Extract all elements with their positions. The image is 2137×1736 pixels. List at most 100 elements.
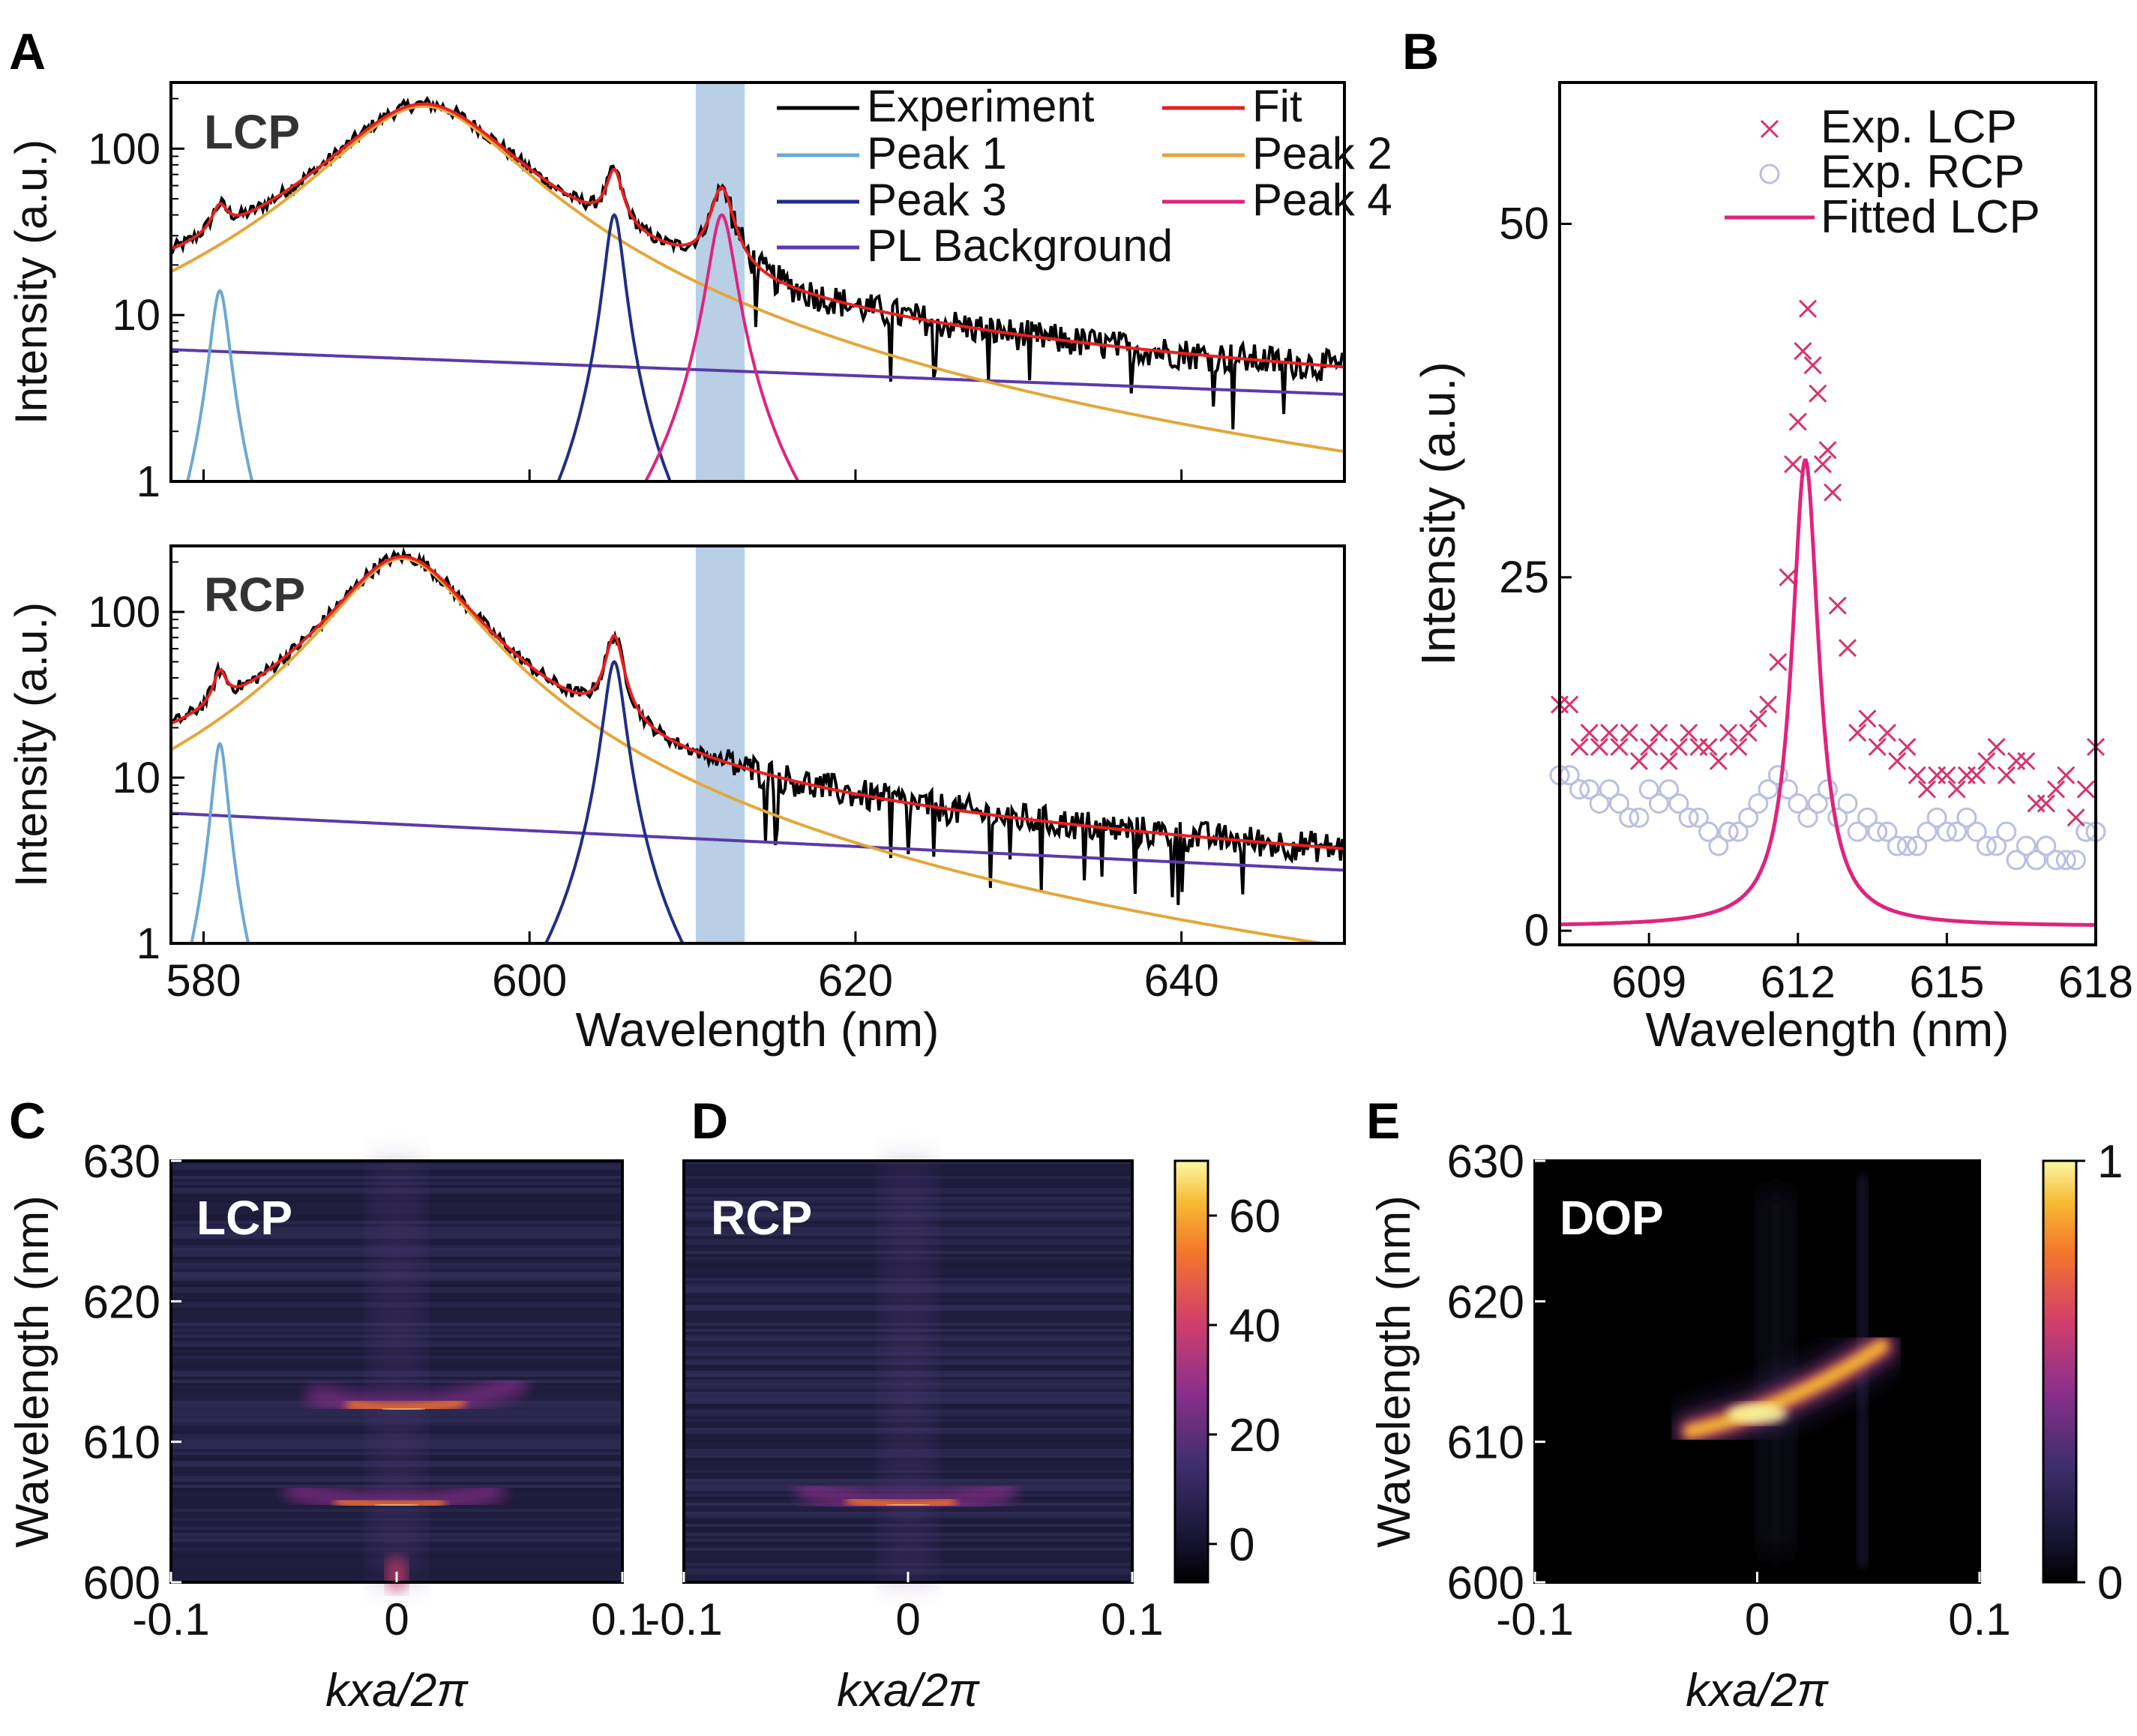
inset-label: LCP (196, 1191, 292, 1245)
lcp-point (1968, 766, 1986, 784)
panel-c: LCP -0.1 0 0.1 600 610 620 630 Wavelength (nm)… (7, 1136, 654, 1717)
lcp-point (1779, 568, 1797, 586)
rcp-point (1956, 807, 1977, 828)
panel-label-e: E (1366, 1093, 1400, 1150)
legend-label: Exp. LCP (1821, 101, 2017, 153)
lcp-point (1938, 766, 1956, 784)
x-tick-label: 612 (1761, 957, 1836, 1007)
y-axis: 1 10 100 (88, 97, 1183, 506)
y-tick-label: 600 (1447, 1558, 1524, 1609)
lcp-point (1620, 724, 1638, 742)
lcp-point (1650, 724, 1668, 742)
colorbar-tick-label: 1 (2097, 1136, 2123, 1188)
colorbar-tick-label: 20 (1229, 1410, 1281, 1462)
lcp-point (2076, 780, 2095, 799)
y-tick-label: 50 (1499, 199, 1549, 249)
y-tick-label: 0 (1524, 905, 1549, 955)
pl-background-series (171, 348, 1344, 396)
lcp-point (1838, 639, 1857, 658)
central-glow (881, 1161, 935, 1582)
lcp-point (1699, 738, 1718, 757)
rcp-point (1907, 835, 1928, 856)
rcp-point (1579, 779, 1600, 800)
lcp-point (2067, 808, 2085, 827)
y-axis-label: Wavelength (nm) (1368, 1195, 1420, 1548)
colorbar-tick-label: 0 (2097, 1558, 2123, 1609)
y-tick-label: 620 (1447, 1276, 1524, 1328)
rcp-point (1648, 793, 1669, 814)
rcp-point (1748, 793, 1769, 814)
y-tick-label: 620 (83, 1276, 160, 1328)
legend-label: Peak 1 (867, 128, 1007, 178)
lcp-point (1669, 738, 1688, 757)
fit-series (171, 102, 1344, 369)
y-tick-label: 1 (136, 457, 160, 506)
lcp-point (2057, 766, 2076, 784)
legend: Experiment Fit Peak 1 Peak 2 Peak 3 Peak 4 PL … (777, 81, 1392, 271)
lcp-point (1709, 751, 1728, 770)
peak2-series (171, 556, 1332, 943)
rcp-point (1589, 793, 1610, 814)
lcp-point (1824, 483, 1842, 502)
plot-frame (169, 544, 1346, 945)
rcp-point (1986, 835, 2007, 856)
rcp-point (1917, 821, 1938, 842)
rcp-point (1608, 793, 1629, 814)
lcp-point (1680, 724, 1698, 742)
rcp-point (1936, 821, 1957, 842)
rcp-point (2046, 850, 2067, 871)
x-axis-label: kxa/2π (1686, 1665, 1829, 1717)
legend-label: Fit (1252, 81, 1302, 131)
lcp-point (1794, 342, 1812, 361)
rcp-point (1818, 779, 1838, 800)
rcp-point (1797, 807, 1818, 828)
rcp-point (1947, 821, 1968, 842)
x-tick-label: 0 (1745, 1594, 1770, 1645)
rcp-point (1569, 779, 1590, 800)
rcp-point (1867, 821, 1888, 842)
peak1-series (186, 289, 254, 481)
lcp-point (1898, 738, 1917, 757)
rcp-point (1996, 821, 2017, 842)
dop-band-core (1683, 1339, 1889, 1438)
x-tick-label: -0.1 (132, 1594, 209, 1645)
y-tick-label: 10 (112, 754, 160, 802)
x-axis-label: kxa/2π (325, 1665, 469, 1717)
lcp-point (1803, 355, 1822, 375)
lcp-point (1659, 751, 1678, 770)
lcp-point (1848, 724, 1867, 742)
experiment-series (171, 547, 1344, 905)
panel-a-rcp-curves (171, 547, 1344, 943)
panel-label-d: D (691, 1093, 728, 1150)
peak4-series (643, 213, 800, 481)
peak3-series (544, 660, 685, 943)
lcp-point (1858, 709, 1877, 728)
panel-label-b: B (1402, 23, 1439, 80)
rcp-point (1638, 779, 1659, 800)
lcp-point (1818, 441, 1837, 460)
colorbar (2042, 1159, 2078, 1584)
rcp-point (1678, 807, 1699, 828)
lcp-point (1784, 454, 1803, 474)
lcp-point (1947, 780, 1966, 799)
lcp-point (1600, 724, 1619, 742)
inset-label: DOP (1560, 1191, 1664, 1245)
vertical-streak (1757, 1191, 1795, 1552)
dop-peak (1727, 1403, 1788, 1425)
lcp-point (1629, 751, 1648, 770)
rcp-point (2026, 850, 2047, 871)
rcp-point (1966, 821, 1987, 842)
rcp-point (1688, 807, 1709, 828)
rcp-point (1718, 821, 1739, 842)
rcp-point (2006, 850, 2027, 871)
legend-label: PL Background (867, 220, 1173, 271)
rcp-point (2055, 850, 2076, 871)
fitted-lcp-series (1560, 458, 2096, 927)
rcp-point (1976, 835, 1997, 856)
lcp-point (1788, 412, 1807, 431)
y-tick-label: 630 (83, 1136, 160, 1188)
highlight-band (695, 546, 745, 943)
lcp-point (1758, 695, 1778, 714)
inset-label: RCP (711, 1191, 812, 1245)
